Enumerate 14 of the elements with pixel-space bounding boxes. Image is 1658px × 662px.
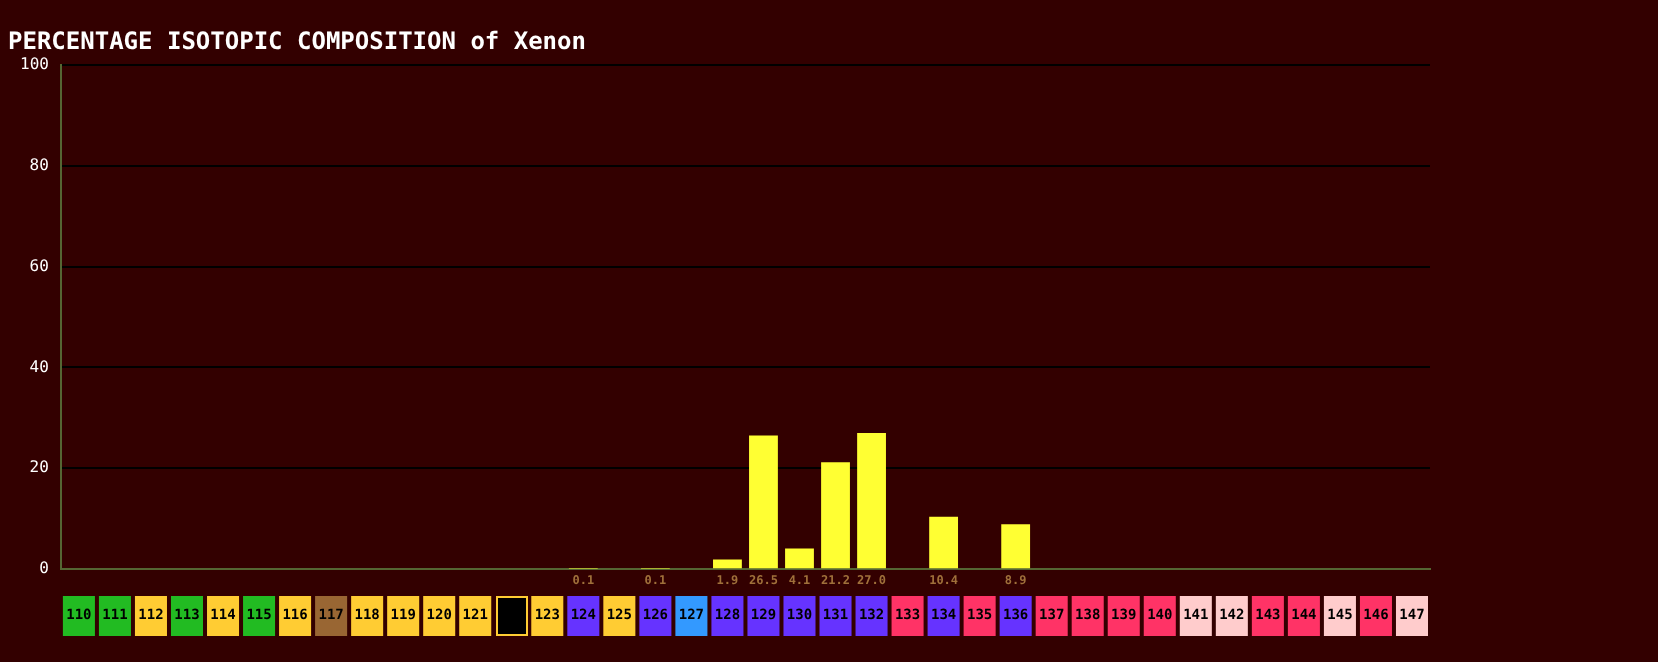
bar [785,548,814,569]
y-tick-label: 40 [29,357,50,376]
bar [1001,524,1031,569]
y-tick-label: 100 [19,54,50,73]
chart-title: PERCENTAGE ISOTOPIC COMPOSITION of Xenon [8,26,586,55]
y-tick-label: 60 [29,256,50,275]
bar [749,435,778,569]
y-tick-label: 80 [29,155,50,174]
bar [857,433,886,569]
y-tick-label: 0 [39,559,50,578]
y-tick-label: 20 [29,458,50,477]
bar [929,516,959,569]
bar [713,559,742,569]
bar [821,462,850,569]
